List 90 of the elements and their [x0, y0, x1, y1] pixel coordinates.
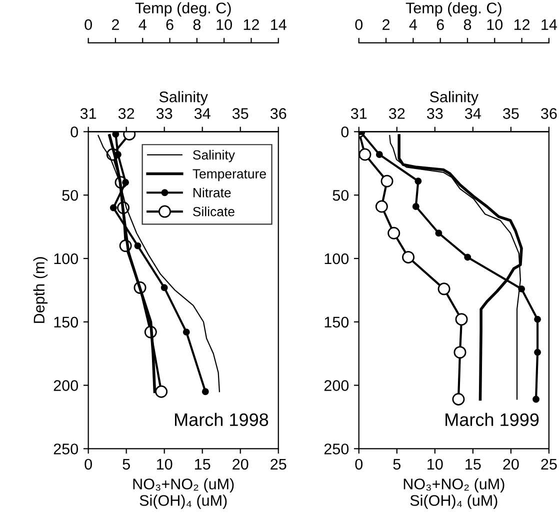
- point: [110, 204, 117, 212]
- y-tick-label: 250: [324, 444, 349, 454]
- y-tick-label: 0: [341, 126, 349, 138]
- x-tick-label: 0: [84, 458, 92, 470]
- x-tick-label: 36: [270, 108, 286, 119]
- x-tick-label: 2: [112, 19, 119, 30]
- x-tick-label: 33: [426, 108, 443, 119]
- x-tick-label: 32: [388, 108, 405, 119]
- x-tick-label: 25: [541, 458, 557, 470]
- x-tick-label: 6: [436, 19, 444, 30]
- x-tick-label: 6: [166, 19, 174, 30]
- point: [375, 200, 388, 213]
- x-tick-label: 12: [244, 19, 259, 30]
- x-tick-label: 14: [271, 19, 286, 30]
- point: [454, 346, 466, 359]
- x-tick-label: 36: [541, 108, 557, 119]
- point: [534, 348, 542, 356]
- x-axis-title: NO₃+NO₂ (uM) Si(OH)₄ (uM): [133, 478, 234, 509]
- x-tick-label: 0: [84, 19, 92, 30]
- point: [155, 385, 168, 398]
- x-tick-label: 10: [428, 458, 443, 470]
- point: [380, 174, 394, 188]
- x-tick-label: 0: [355, 19, 363, 30]
- text: Salinity: [193, 150, 235, 162]
- x-tick-label: 5: [393, 458, 400, 470]
- y-tick-label: 50: [332, 190, 349, 201]
- y-tick-label: 150: [54, 316, 78, 328]
- x-tick-label: 10: [216, 19, 232, 30]
- x-tick-label: 35: [232, 108, 248, 119]
- x-tick-label: 15: [195, 458, 210, 470]
- point: [435, 230, 442, 237]
- point: [182, 328, 190, 336]
- x-tick-label: 0: [355, 458, 363, 470]
- point: [464, 254, 472, 261]
- point: [358, 148, 372, 161]
- x-axis-title: NO₃+NO₂ (uM) Si(OH)₄ (uM): [404, 478, 504, 509]
- point: [388, 226, 400, 240]
- point: [455, 313, 468, 326]
- x-tick-label: 34: [194, 108, 210, 119]
- x-axis-title: Salinity: [430, 91, 479, 106]
- text: Temperature: [192, 169, 266, 182]
- annotation: March 1999: [446, 412, 539, 426]
- point: [452, 392, 465, 406]
- point: [376, 151, 383, 158]
- x-tick-label: 4: [138, 19, 146, 30]
- x-tick-label: 31: [350, 108, 367, 119]
- x-tick-label: 2: [382, 19, 390, 30]
- x-tick-label: 34: [465, 108, 481, 119]
- x-tick-label: 33: [156, 108, 172, 119]
- x-tick-label: 15: [466, 458, 481, 470]
- x-tick-label: 12: [514, 19, 530, 30]
- point: [412, 203, 420, 210]
- x-tick-label: 10: [487, 19, 503, 30]
- x-axis-title: Temp (deg. C): [135, 2, 231, 16]
- x-tick-label: 32: [118, 108, 134, 119]
- legend-label: Silicate: [193, 206, 234, 216]
- x-tick-label: 25: [270, 458, 286, 470]
- y-axis-title: Depth (m): [33, 257, 48, 323]
- legend-label: Nitrate: [194, 188, 231, 198]
- point: [414, 178, 422, 185]
- x-tick-label: 20: [232, 458, 248, 470]
- x-tick-label: 5: [122, 458, 130, 470]
- x-tick-label: 35: [503, 108, 519, 119]
- point: [402, 250, 415, 264]
- y-tick-label: 200: [54, 380, 78, 391]
- x-tick-label: 31: [80, 108, 96, 119]
- y-tick-label: 100: [54, 253, 78, 264]
- x-axis-title: Temp (deg. C): [406, 2, 502, 16]
- y-tick-label: 100: [324, 253, 349, 264]
- point: [112, 132, 120, 138]
- y-tick-label: 50: [62, 190, 78, 201]
- point: [202, 388, 209, 396]
- x-tick-label: 4: [409, 19, 417, 30]
- point: [532, 396, 540, 403]
- x-tick-label: 8: [193, 19, 201, 30]
- point: [534, 316, 542, 323]
- x-tick-label: 10: [157, 458, 172, 470]
- x-tick-label: 8: [464, 19, 472, 30]
- point: [122, 178, 130, 186]
- x-tick-label: 20: [503, 458, 519, 470]
- point: [438, 282, 450, 296]
- y-tick-label: 150: [324, 316, 349, 328]
- annotation: March 1998: [175, 412, 268, 426]
- y-tick-label: 200: [324, 380, 349, 391]
- point: [160, 284, 168, 292]
- x-axis-title: Salinity: [159, 91, 208, 106]
- point: [134, 242, 142, 250]
- y-tick-label: 0: [70, 126, 78, 138]
- y-tick-label: 250: [54, 444, 78, 454]
- x-tick-label: 14: [542, 19, 557, 30]
